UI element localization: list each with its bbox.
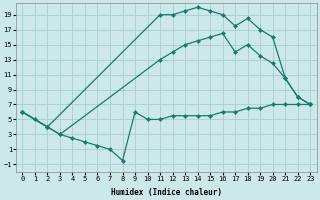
X-axis label: Humidex (Indice chaleur): Humidex (Indice chaleur)	[111, 188, 222, 197]
